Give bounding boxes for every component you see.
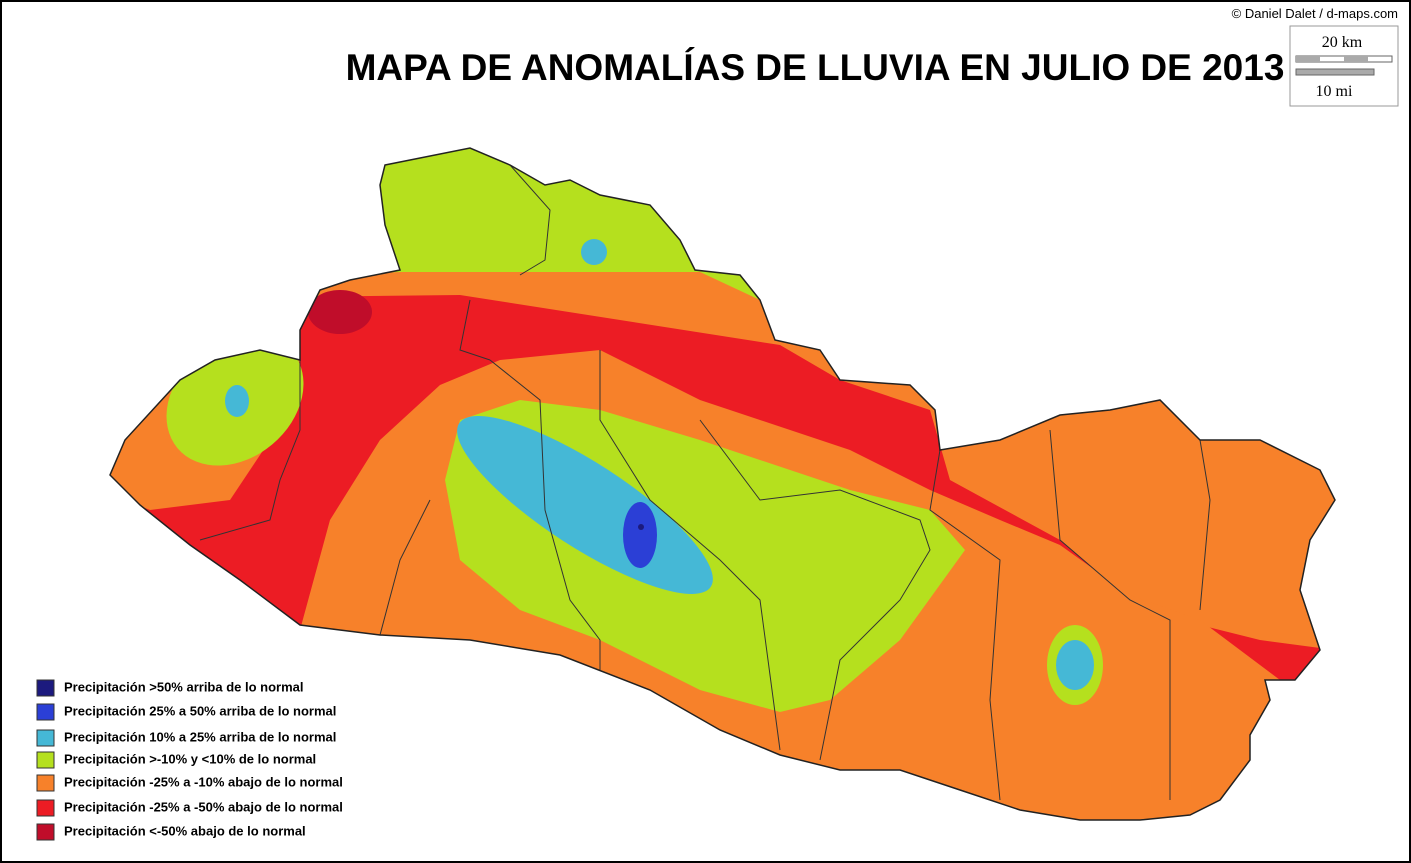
legend-label: Precipitación <-50% abajo de lo normal [64, 823, 306, 838]
zone-darkred [308, 290, 372, 334]
scale-box [1289, 25, 1399, 107]
legend-swatch [36, 703, 55, 721]
country-outline [109, 147, 1336, 821]
zone-cyan-north [581, 239, 607, 265]
scale-km-seg [1296, 56, 1320, 62]
zone-cyan-east [1056, 640, 1094, 690]
legend-label: Precipitación >50% arriba de lo normal [64, 679, 304, 694]
legend-swatch [36, 751, 55, 769]
scale-bar: 20 km 10 mi [1289, 25, 1399, 107]
zone-cyan-west [225, 385, 249, 417]
zone-lime-north [110, 148, 1335, 300]
map-title: MAPA DE ANOMALÍAS DE LLUVIA EN JULIO DE … [346, 47, 1285, 88]
scale-km-seg [1344, 56, 1368, 62]
legend-label: Precipitación 10% a 25% arriba de lo nor… [64, 729, 336, 744]
scale-mi: 10 mi [1316, 83, 1353, 100]
legend-label: Precipitación 25% a 50% arriba de lo nor… [64, 703, 336, 718]
legend-label: Precipitación -25% a -50% abajo de lo no… [64, 799, 343, 814]
legend-swatch [36, 729, 55, 747]
legend-label: Precipitación >-10% y <10% de lo normal [64, 751, 316, 766]
credit: © Daniel Dalet / d-maps.com [1232, 6, 1398, 21]
department-borders [199, 164, 1211, 801]
legend-swatch [36, 679, 55, 697]
legend: Precipitación >50% arriba de lo normal Pr… [36, 679, 343, 841]
legend-label: Precipitación -25% a -10% abajo de lo no… [64, 774, 343, 789]
legend-swatch [36, 799, 55, 817]
zone-blue [623, 502, 657, 568]
scale-mi-bar [1295, 68, 1375, 76]
legend-swatch [36, 823, 55, 841]
zone-navy [638, 524, 644, 530]
legend-swatch [36, 774, 55, 792]
scale-km: 20 km [1322, 34, 1363, 51]
